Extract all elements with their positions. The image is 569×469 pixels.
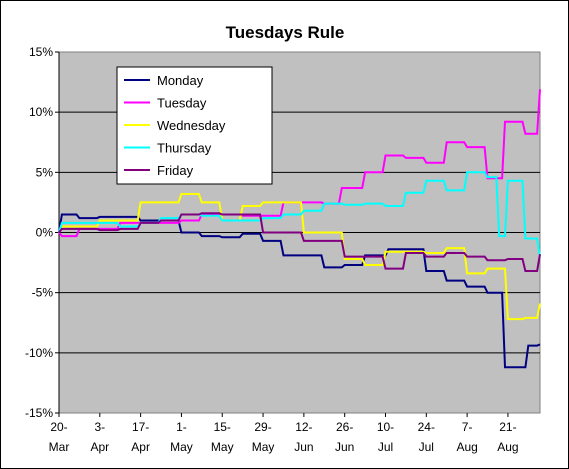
x-tick-label: Aug xyxy=(497,440,518,454)
legend-label: Wednesday xyxy=(157,118,226,133)
x-tick-label: 15- xyxy=(214,420,231,434)
y-tick-label: -15% xyxy=(25,406,53,420)
series-line-friday xyxy=(58,212,541,272)
legend-label: Friday xyxy=(157,163,194,178)
x-tick-label: 24- xyxy=(418,420,435,434)
x-tick-label: Jun xyxy=(335,440,354,454)
y-tick-label: 15% xyxy=(29,45,53,59)
series-line-tuesday xyxy=(58,89,541,238)
x-tick-label: Apr xyxy=(90,440,109,454)
y-tick-label: -10% xyxy=(25,346,53,360)
x-tick-label: 3- xyxy=(94,420,105,434)
legend-label: Monday xyxy=(157,73,204,88)
x-tick-label: 26- xyxy=(336,420,353,434)
x-tick-label: Jul xyxy=(378,440,393,454)
x-tick-label: Jul xyxy=(419,440,434,454)
legend: Monday Tuesday Wednesday Thursday Friday xyxy=(116,66,273,185)
series-line-wednesday xyxy=(58,193,541,321)
x-tick-label: May xyxy=(252,440,275,454)
x-tick-label: Apr xyxy=(131,440,150,454)
x-tick-label: Aug xyxy=(456,440,477,454)
x-tick-label: 10- xyxy=(377,420,394,434)
axes: 15% 10% 5% 0% -5% -10% -15%20- Mar 3- Apr 17- Apr 1-… xyxy=(25,45,540,454)
chart-title: Tuesdays Rule xyxy=(226,23,345,42)
y-tick-label: 5% xyxy=(36,165,54,179)
y-tick-label: 10% xyxy=(29,105,53,119)
legend-label: Thursday xyxy=(157,141,212,156)
x-tick-label: 29- xyxy=(254,420,271,434)
x-tick-label: Jun xyxy=(294,440,313,454)
x-tick-label: 17- xyxy=(132,420,149,434)
y-tick-label: -5% xyxy=(32,286,54,300)
x-tick-label: 1- xyxy=(176,420,187,434)
legend-label: Tuesday xyxy=(157,96,207,111)
x-tick-label: May xyxy=(170,440,193,454)
series-group xyxy=(58,89,541,369)
x-tick-label: 7- xyxy=(462,420,473,434)
x-tick-label: May xyxy=(211,440,234,454)
y-tick-label: 0% xyxy=(36,226,54,240)
x-tick-label: 21- xyxy=(499,420,516,434)
x-tick-label: 20- xyxy=(50,420,67,434)
x-tick-label: 12- xyxy=(295,420,312,434)
x-tick-label: Mar xyxy=(49,440,70,454)
